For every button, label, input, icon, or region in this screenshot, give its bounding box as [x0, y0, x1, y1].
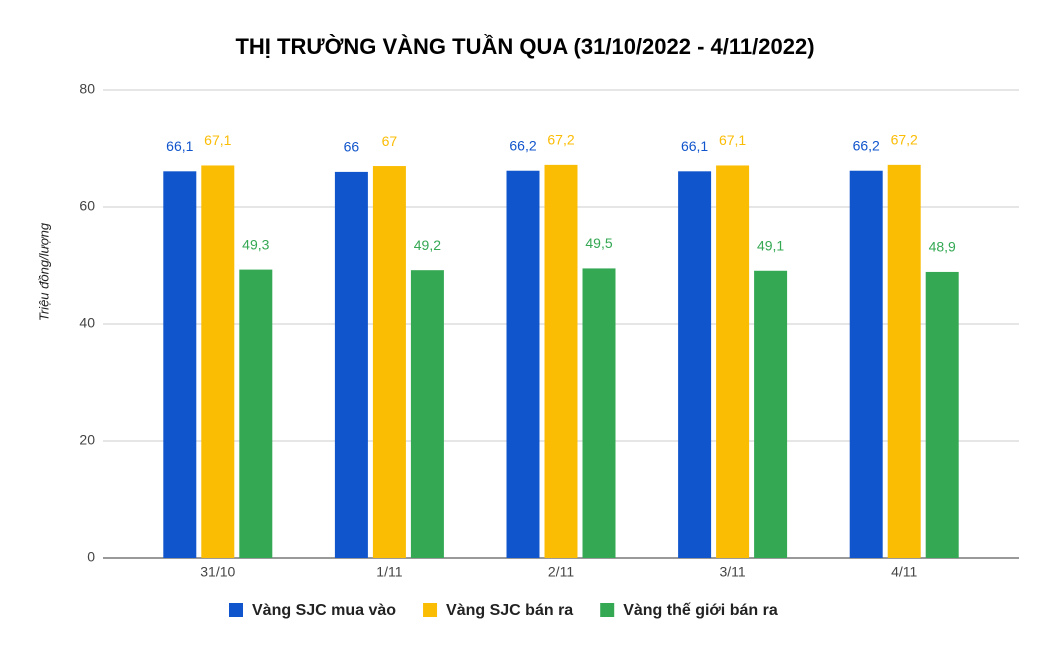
- data-label: 49,2: [414, 237, 441, 253]
- bar: [372, 166, 406, 559]
- y-tick-label: 20: [79, 432, 95, 448]
- data-label: 66: [344, 139, 360, 155]
- data-label: 66,2: [853, 137, 880, 153]
- bar: [334, 171, 368, 558]
- legend-swatch: [423, 603, 438, 617]
- data-label: 67,1: [204, 132, 231, 148]
- bar: [410, 270, 444, 558]
- bar: [544, 164, 578, 558]
- data-label: 66,2: [509, 137, 536, 153]
- bar: [849, 170, 883, 559]
- y-tick-label: 80: [79, 81, 95, 97]
- data-label: 67: [382, 133, 398, 149]
- bar: [163, 171, 197, 558]
- x-tick-label: 1/11: [376, 564, 402, 580]
- legend-label: Vàng SJC bán ra: [446, 602, 573, 619]
- legend-label: Vàng thế giới bán ra: [623, 602, 778, 619]
- data-label: 49,3: [242, 236, 269, 252]
- data-label: 67,2: [891, 132, 918, 148]
- data-label: 66,1: [166, 138, 193, 154]
- data-label: 67,1: [719, 132, 746, 148]
- bar: [887, 164, 921, 558]
- y-tick-label: 40: [79, 315, 95, 331]
- x-tick-label: 3/11: [719, 564, 745, 580]
- legend-swatch: [229, 603, 243, 617]
- data-label: 49,1: [757, 237, 784, 253]
- bar: [201, 165, 235, 558]
- bar: [239, 269, 273, 558]
- bar: [678, 171, 712, 558]
- chart-title: THỊ TRƯỜNG VÀNG TUẦN QUA (31/10/2022 - 4…: [235, 34, 814, 59]
- data-label: 66,1: [681, 138, 708, 154]
- y-axis-label: Triệu đồng/lượng: [36, 222, 51, 321]
- data-label: 67,2: [547, 132, 574, 148]
- data-label: 48,9: [929, 239, 956, 255]
- bar: [716, 165, 750, 558]
- y-tick-label: 60: [79, 198, 95, 214]
- x-tick-label: 4/11: [891, 564, 917, 580]
- bar: [506, 170, 540, 559]
- y-tick-label: 0: [87, 549, 95, 565]
- x-tick-label: 2/11: [548, 564, 574, 580]
- legend-label: Vàng SJC mua vào: [252, 602, 396, 619]
- data-label: 49,5: [585, 235, 612, 251]
- bar: [754, 270, 788, 558]
- bar: [582, 268, 616, 558]
- legend-swatch: [600, 603, 615, 617]
- x-tick-label: 31/10: [200, 564, 235, 580]
- bar: [925, 271, 959, 558]
